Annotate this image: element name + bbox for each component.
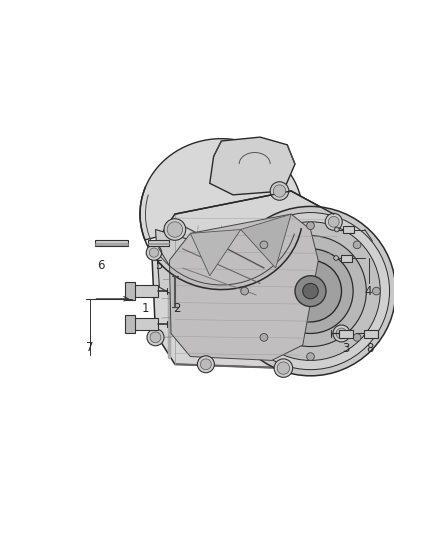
Polygon shape	[140, 139, 301, 240]
Circle shape	[279, 260, 342, 322]
Text: 4: 4	[365, 285, 372, 297]
Circle shape	[336, 328, 347, 339]
Circle shape	[225, 206, 396, 376]
Text: 3: 3	[342, 342, 349, 356]
Circle shape	[255, 236, 366, 346]
Circle shape	[353, 334, 361, 341]
Text: 1: 1	[141, 302, 149, 316]
Polygon shape	[170, 214, 318, 360]
Circle shape	[274, 359, 293, 377]
Bar	[125, 315, 134, 334]
Circle shape	[303, 284, 318, 299]
Circle shape	[307, 222, 314, 230]
Bar	[148, 243, 170, 244]
Circle shape	[372, 287, 380, 295]
Bar	[364, 329, 378, 338]
Circle shape	[295, 276, 326, 306]
Circle shape	[333, 325, 350, 342]
Circle shape	[231, 213, 389, 370]
Circle shape	[260, 334, 268, 341]
Bar	[130, 285, 158, 297]
Circle shape	[273, 185, 286, 197]
Circle shape	[325, 213, 342, 230]
Circle shape	[353, 241, 361, 249]
Circle shape	[149, 248, 159, 257]
Text: 5: 5	[155, 259, 162, 272]
Bar	[339, 329, 353, 338]
Text: 7: 7	[86, 341, 93, 354]
Bar	[343, 227, 354, 233]
Circle shape	[334, 256, 339, 260]
Circle shape	[146, 245, 162, 260]
Circle shape	[270, 182, 289, 200]
Polygon shape	[155, 230, 194, 303]
Circle shape	[150, 332, 161, 343]
Polygon shape	[241, 214, 291, 268]
Circle shape	[335, 227, 339, 232]
Text: 8: 8	[367, 342, 374, 356]
Circle shape	[277, 362, 290, 374]
Bar	[95, 244, 127, 245]
Circle shape	[164, 219, 186, 240]
Circle shape	[328, 216, 339, 227]
Circle shape	[268, 249, 353, 334]
Bar	[341, 255, 352, 262]
Bar	[95, 240, 127, 246]
Circle shape	[147, 329, 164, 346]
Text: 2: 2	[173, 302, 181, 316]
Polygon shape	[210, 137, 295, 195]
Circle shape	[241, 222, 380, 360]
Bar	[130, 318, 158, 330]
Circle shape	[201, 359, 211, 370]
Polygon shape	[191, 230, 241, 276]
Bar	[148, 240, 170, 246]
Circle shape	[198, 356, 214, 373]
Circle shape	[167, 222, 183, 237]
Polygon shape	[152, 191, 342, 368]
Circle shape	[307, 353, 314, 360]
Text: 6: 6	[98, 259, 105, 272]
Bar	[125, 282, 134, 301]
Circle shape	[260, 241, 268, 249]
Circle shape	[241, 287, 248, 295]
